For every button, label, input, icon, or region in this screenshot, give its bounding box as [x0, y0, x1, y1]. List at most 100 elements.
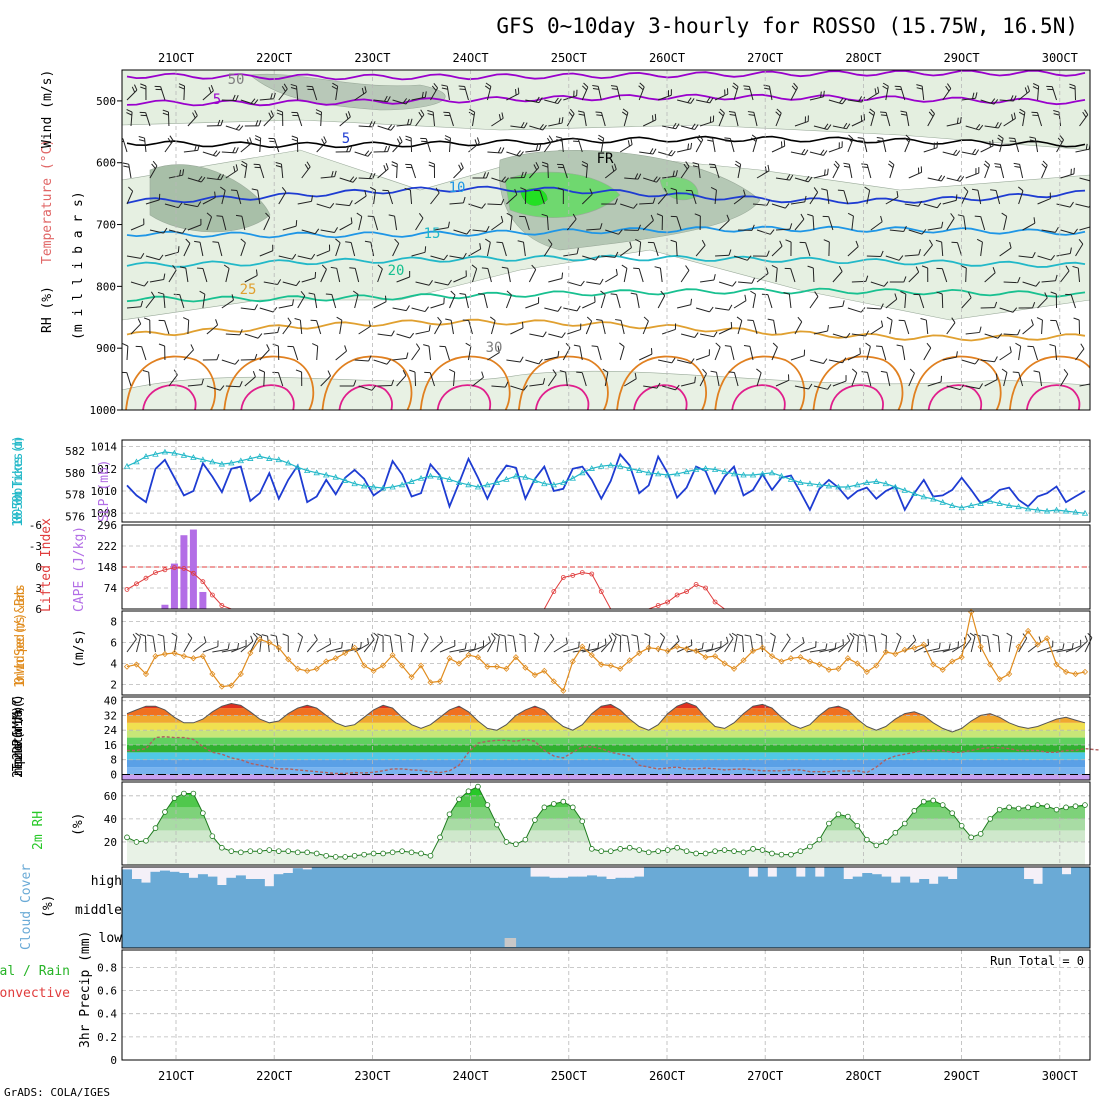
wind-barb-feather — [743, 189, 746, 196]
wind-barb-feather — [325, 293, 332, 296]
cloud-high-bar — [302, 869, 313, 891]
li-tick-label: -6 — [29, 519, 42, 532]
wind-speed-point — [171, 649, 178, 657]
cloud-high-bar — [122, 869, 132, 891]
wind-speed-point — [702, 654, 709, 661]
wind-barb — [752, 294, 757, 309]
wind-speed-point — [693, 647, 700, 654]
wind-barb-feather — [644, 633, 651, 637]
wind-barb — [428, 346, 432, 361]
wind-barb-feather — [974, 358, 980, 365]
wind-barb — [882, 138, 887, 153]
wind-barb-feather — [488, 636, 491, 643]
wind-barb-feather — [776, 108, 782, 114]
wind-speed-point — [417, 662, 425, 669]
rh-point — [124, 834, 130, 841]
thickness-point — [313, 469, 320, 476]
thickness-point — [171, 449, 178, 456]
li-tick-label: -3 — [29, 540, 42, 553]
wind-barb — [582, 255, 596, 261]
isotherm-35 — [142, 384, 197, 410]
wind-barb — [452, 372, 456, 387]
thickness-point — [740, 471, 747, 478]
cloud-high-bar — [1014, 867, 1025, 891]
wind-barb-feather — [557, 187, 564, 191]
wind-barb — [1037, 86, 1040, 101]
wind-barb-feather — [882, 85, 889, 90]
wind-barb-feather — [957, 214, 964, 217]
wind-barb-feather — [385, 163, 389, 170]
rh-point — [911, 808, 918, 814]
wind-barb-feather — [541, 161, 548, 165]
wind-barb-feather — [963, 186, 969, 192]
wind-barb-feather — [1014, 165, 1021, 168]
thickness-point — [360, 482, 368, 489]
wind-barb — [781, 638, 791, 653]
thickness-ylabel: 1000-500mb Thickness (dm) — [11, 435, 26, 527]
wind-barb-feather — [568, 111, 574, 117]
wind-barb-feather — [290, 87, 297, 90]
wind-barb-feather — [433, 82, 439, 89]
wind-barb — [768, 86, 773, 101]
wind-barb-feather — [764, 166, 767, 173]
wind-speed-point — [256, 636, 263, 643]
wind-barb — [616, 294, 621, 309]
wind-barb — [263, 115, 274, 127]
wind-barb-feather — [581, 161, 588, 165]
wind-speed-point — [1043, 635, 1051, 642]
rh-point — [408, 849, 415, 856]
wind-barb — [339, 116, 351, 127]
thickness-point — [654, 470, 662, 477]
cloud-high-bar — [738, 867, 749, 891]
wind-barb-feather — [597, 642, 600, 649]
wind-barb-feather — [994, 301, 998, 308]
thickness-point — [702, 465, 709, 471]
wind-barb-feather — [404, 187, 411, 191]
thickness-point — [247, 455, 254, 461]
date-label-top: 22OCT — [256, 51, 292, 65]
wind-barb — [187, 177, 202, 183]
wind-barb-feather — [578, 641, 580, 648]
wind-barb — [534, 636, 540, 653]
wind-barb-feather — [246, 139, 250, 146]
wind-barb — [259, 137, 262, 153]
wind-barb-feather — [1001, 368, 1008, 373]
thickness-point — [1034, 506, 1041, 513]
wind-barb — [700, 279, 715, 283]
li-point — [703, 585, 708, 591]
wind-barb-feather — [1029, 136, 1036, 139]
wind-barb-feather — [786, 174, 791, 180]
wind-barb-feather — [504, 177, 509, 183]
wind-barb — [316, 345, 319, 361]
wind-barb — [160, 86, 166, 101]
wind-barb-feather — [685, 265, 690, 271]
wind-barb-feather — [843, 162, 850, 165]
wind-barb — [458, 648, 475, 653]
wind-barb — [354, 359, 369, 362]
wind-barb-feather — [162, 109, 169, 113]
wind-barb — [199, 242, 204, 257]
wind-barb — [373, 636, 379, 653]
wind-barb — [794, 120, 809, 127]
wind-barb — [504, 636, 507, 653]
wind-barb-feather — [481, 203, 486, 209]
wind-barb-feather — [233, 166, 236, 173]
wind-barb-feather — [152, 160, 158, 167]
wind-barb — [591, 644, 607, 653]
wind-barb — [921, 86, 925, 101]
wind-barb-feather — [255, 135, 261, 139]
wind-barb-feather — [598, 134, 604, 139]
wind-speed-point — [949, 658, 956, 665]
wind-barb — [715, 372, 720, 387]
thickness-point — [749, 471, 757, 478]
wind-barb — [908, 373, 915, 387]
upper-ylabel-temp: Temperature (°C) — [40, 139, 55, 264]
wind-barb-feather — [992, 266, 996, 273]
wind-barb — [889, 229, 904, 232]
wind-barb — [183, 637, 193, 653]
wind-barb — [597, 86, 602, 101]
wind-barb-feather — [706, 136, 713, 139]
wind-barb-feather — [1041, 163, 1047, 169]
wind-barb — [202, 646, 219, 653]
wind-barb-feather — [621, 634, 628, 637]
